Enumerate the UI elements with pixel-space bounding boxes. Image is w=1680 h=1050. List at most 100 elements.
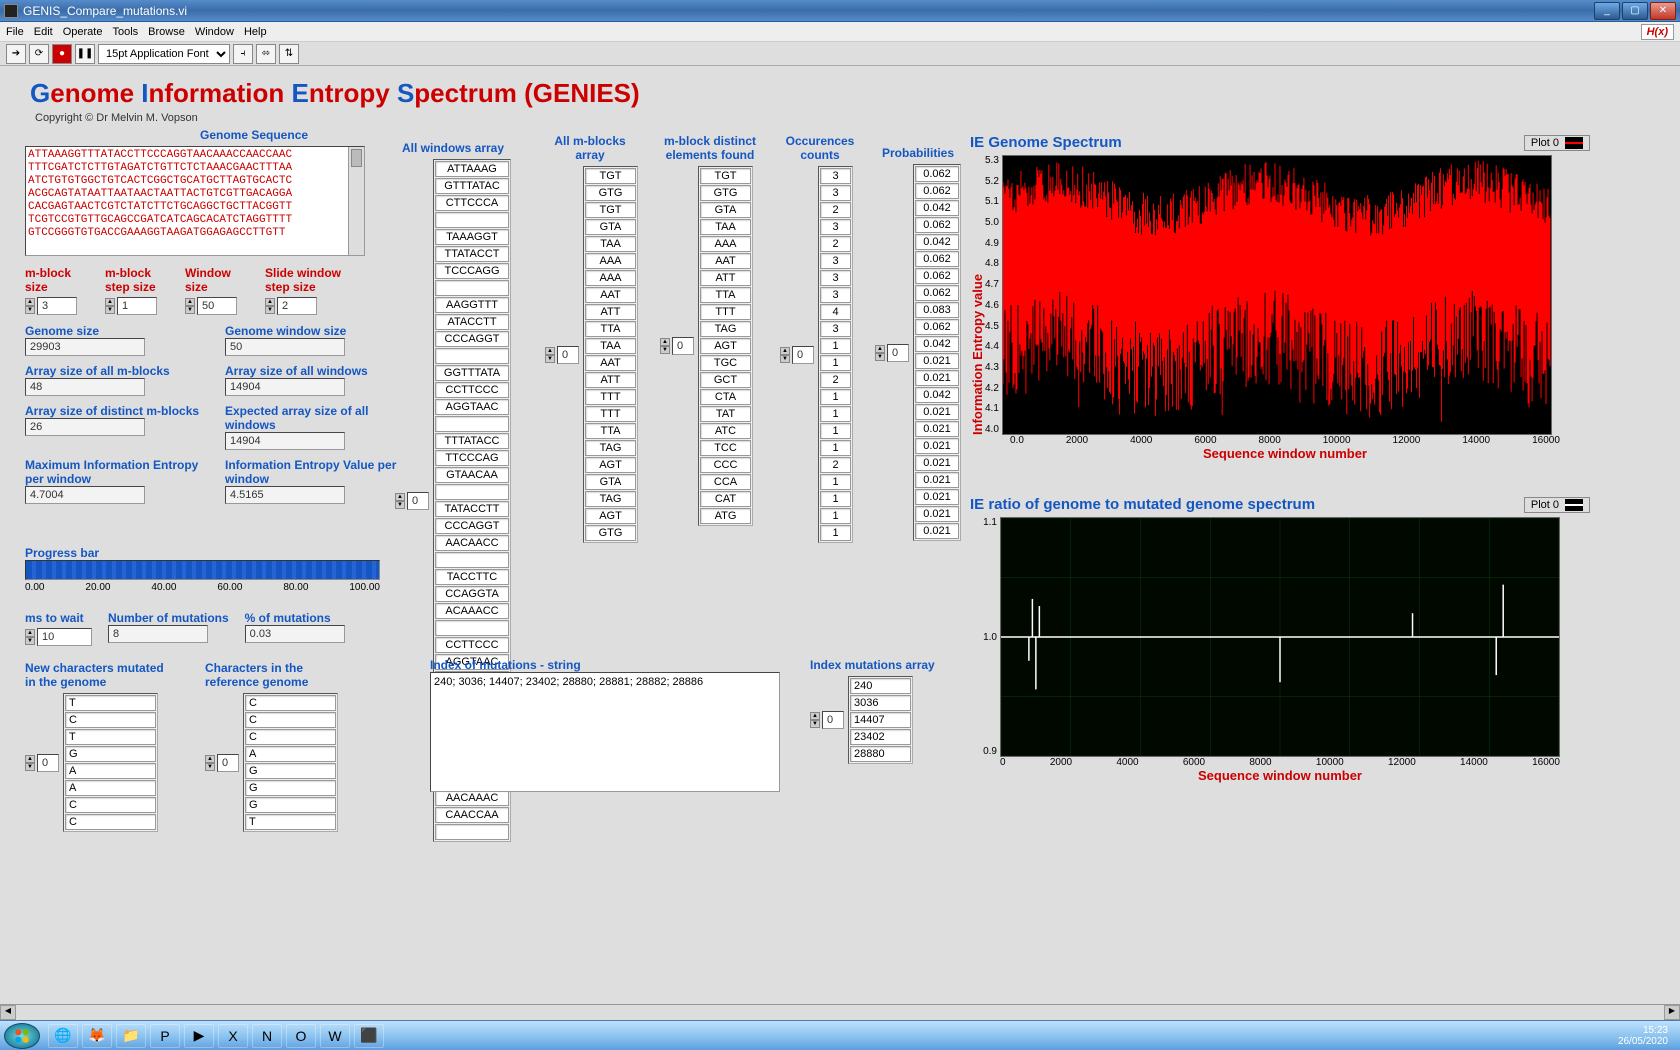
- run-button[interactable]: ➔: [6, 44, 26, 64]
- spinner[interactable]: ▲▼: [105, 298, 115, 314]
- list-cell: 1: [820, 440, 851, 456]
- occurrences-index[interactable]: [792, 346, 814, 364]
- seq-line: TCGTCCGTGTTGCAGCCGATCATCAGCACATCTAGGTTTT: [28, 214, 362, 227]
- list-cell: 3: [820, 219, 851, 235]
- list-cell: [435, 348, 509, 364]
- reorder-button[interactable]: ⇅: [279, 44, 299, 64]
- align-button[interactable]: ⫞: [233, 44, 253, 64]
- m-block-step-input[interactable]: [117, 297, 157, 315]
- maximize-button[interactable]: ▢: [1622, 2, 1648, 20]
- array-windows-value: [225, 378, 345, 396]
- list-cell: T: [65, 729, 156, 745]
- taskbar-app-icon[interactable]: ⬛: [354, 1024, 384, 1048]
- menu-file[interactable]: File: [6, 26, 24, 38]
- chart2-plot[interactable]: [1000, 517, 1560, 757]
- index-string-textbox[interactable]: 240; 3036; 14407; 23402; 28880; 28881; 2…: [430, 672, 780, 792]
- taskbar-app-icon[interactable]: W: [320, 1024, 350, 1048]
- taskbar-app-icon[interactable]: P: [150, 1024, 180, 1048]
- list-cell: A: [245, 746, 336, 762]
- max-entropy-value: [25, 486, 145, 504]
- context-help-button[interactable]: H(x): [1641, 24, 1674, 40]
- windows-array-index[interactable]: [407, 492, 429, 510]
- minimize-button[interactable]: _: [1594, 2, 1620, 20]
- abort-button[interactable]: ●: [52, 44, 72, 64]
- spinner[interactable]: ▲▼: [810, 712, 820, 728]
- menu-window[interactable]: Window: [195, 26, 234, 38]
- list-cell: C: [65, 814, 156, 830]
- spinner[interactable]: ▲▼: [265, 298, 275, 314]
- scrollbar[interactable]: [348, 147, 364, 255]
- spinner[interactable]: ▲▼: [25, 629, 35, 645]
- spinner[interactable]: ▲▼: [205, 755, 215, 771]
- plot-label: Plot 0: [1531, 137, 1559, 149]
- new-chars-index[interactable]: [37, 754, 59, 772]
- list-cell: TAG: [585, 491, 636, 507]
- start-button[interactable]: [4, 1023, 40, 1049]
- taskbar-app-icon[interactable]: ▶: [184, 1024, 214, 1048]
- ms-wait-input[interactable]: [37, 628, 92, 646]
- spinner[interactable]: ▲▼: [185, 298, 195, 314]
- distinct-array-index[interactable]: [672, 337, 694, 355]
- menu-edit[interactable]: Edit: [34, 26, 53, 38]
- spinner[interactable]: ▲▼: [25, 755, 35, 771]
- max-entropy-label: Maximum Information Entropy per window: [25, 458, 205, 486]
- list-cell: C: [65, 712, 156, 728]
- m-block-step-label: m-block step size: [105, 266, 165, 294]
- spinner[interactable]: ▲▼: [660, 338, 670, 354]
- run-continuous-button[interactable]: ⟳: [29, 44, 49, 64]
- list-cell: GGTTTATA: [435, 365, 509, 381]
- taskbar-app-icon[interactable]: 🌐: [48, 1024, 78, 1048]
- chart1-legend[interactable]: Plot 0: [1524, 135, 1590, 151]
- spinner[interactable]: ▲▼: [25, 298, 35, 314]
- tick: 20.00: [85, 582, 110, 593]
- mblocks-array-index[interactable]: [557, 346, 579, 364]
- taskbar-app-icon[interactable]: 🦊: [82, 1024, 112, 1048]
- list-cell: CCAGGTA: [435, 586, 509, 602]
- list-cell: 1: [820, 525, 851, 541]
- menu-browse[interactable]: Browse: [148, 26, 185, 38]
- menu-tools[interactable]: Tools: [112, 26, 138, 38]
- ref-chars-index[interactable]: [217, 754, 239, 772]
- list-cell: GTAACAA: [435, 467, 509, 483]
- distribute-button[interactable]: ⬄: [256, 44, 276, 64]
- seq-line: CACGAGTAACTCGTCTATCTTCTGCAGGCTGCTTACGGTT: [28, 201, 362, 214]
- genome-sequence-textbox[interactable]: ATTAAAGGTTTATACCTTCCCAGGTAACAAACCAACCAAC…: [25, 146, 365, 256]
- spinner[interactable]: ▲▼: [780, 347, 790, 363]
- chart1-plot[interactable]: [1002, 155, 1552, 435]
- taskbar-app-icon[interactable]: N: [252, 1024, 282, 1048]
- chart1-xticks: 0.0200040006000800010000120001400016000: [1010, 435, 1560, 446]
- list-cell: [435, 416, 509, 432]
- list-cell: TAA: [585, 236, 636, 252]
- probabilities-index[interactable]: [887, 344, 909, 362]
- taskbar-app-icon[interactable]: O: [286, 1024, 316, 1048]
- close-button[interactable]: ✕: [1650, 2, 1676, 20]
- list-cell: 1: [820, 389, 851, 405]
- window-size-input[interactable]: [197, 297, 237, 315]
- list-cell: 0.083: [915, 302, 959, 318]
- taskbar-app-icon[interactable]: X: [218, 1024, 248, 1048]
- system-tray[interactable]: 15:23 26/05/2020: [1618, 1025, 1676, 1047]
- taskbar-app-icon[interactable]: 📁: [116, 1024, 146, 1048]
- list-cell: [435, 620, 509, 636]
- list-cell: 0.042: [915, 234, 959, 250]
- index-array-index[interactable]: [822, 711, 844, 729]
- genome-window-size-label: Genome window size: [225, 324, 405, 338]
- menu-help[interactable]: Help: [244, 26, 267, 38]
- h-scrollbar[interactable]: ◀ ▶: [0, 1004, 1680, 1020]
- spinner[interactable]: ▲▼: [875, 345, 885, 361]
- spinner[interactable]: ▲▼: [395, 493, 405, 509]
- genome-size-label: Genome size: [25, 324, 205, 338]
- menu-operate[interactable]: Operate: [63, 26, 103, 38]
- expected-windows-label: Expected array size of all windows: [225, 404, 405, 432]
- font-selector[interactable]: 15pt Application Font: [98, 44, 230, 64]
- list-cell: TAG: [700, 321, 751, 337]
- list-cell: 1: [820, 491, 851, 507]
- list-cell: G: [245, 797, 336, 813]
- m-block-size-input[interactable]: [37, 297, 77, 315]
- chart2-legend[interactable]: Plot 0: [1524, 497, 1590, 513]
- spinner[interactable]: ▲▼: [545, 347, 555, 363]
- list-cell: GTA: [585, 474, 636, 490]
- list-cell: GTA: [700, 202, 751, 218]
- pause-button[interactable]: ❚❚: [75, 44, 95, 64]
- slide-step-input[interactable]: [277, 297, 317, 315]
